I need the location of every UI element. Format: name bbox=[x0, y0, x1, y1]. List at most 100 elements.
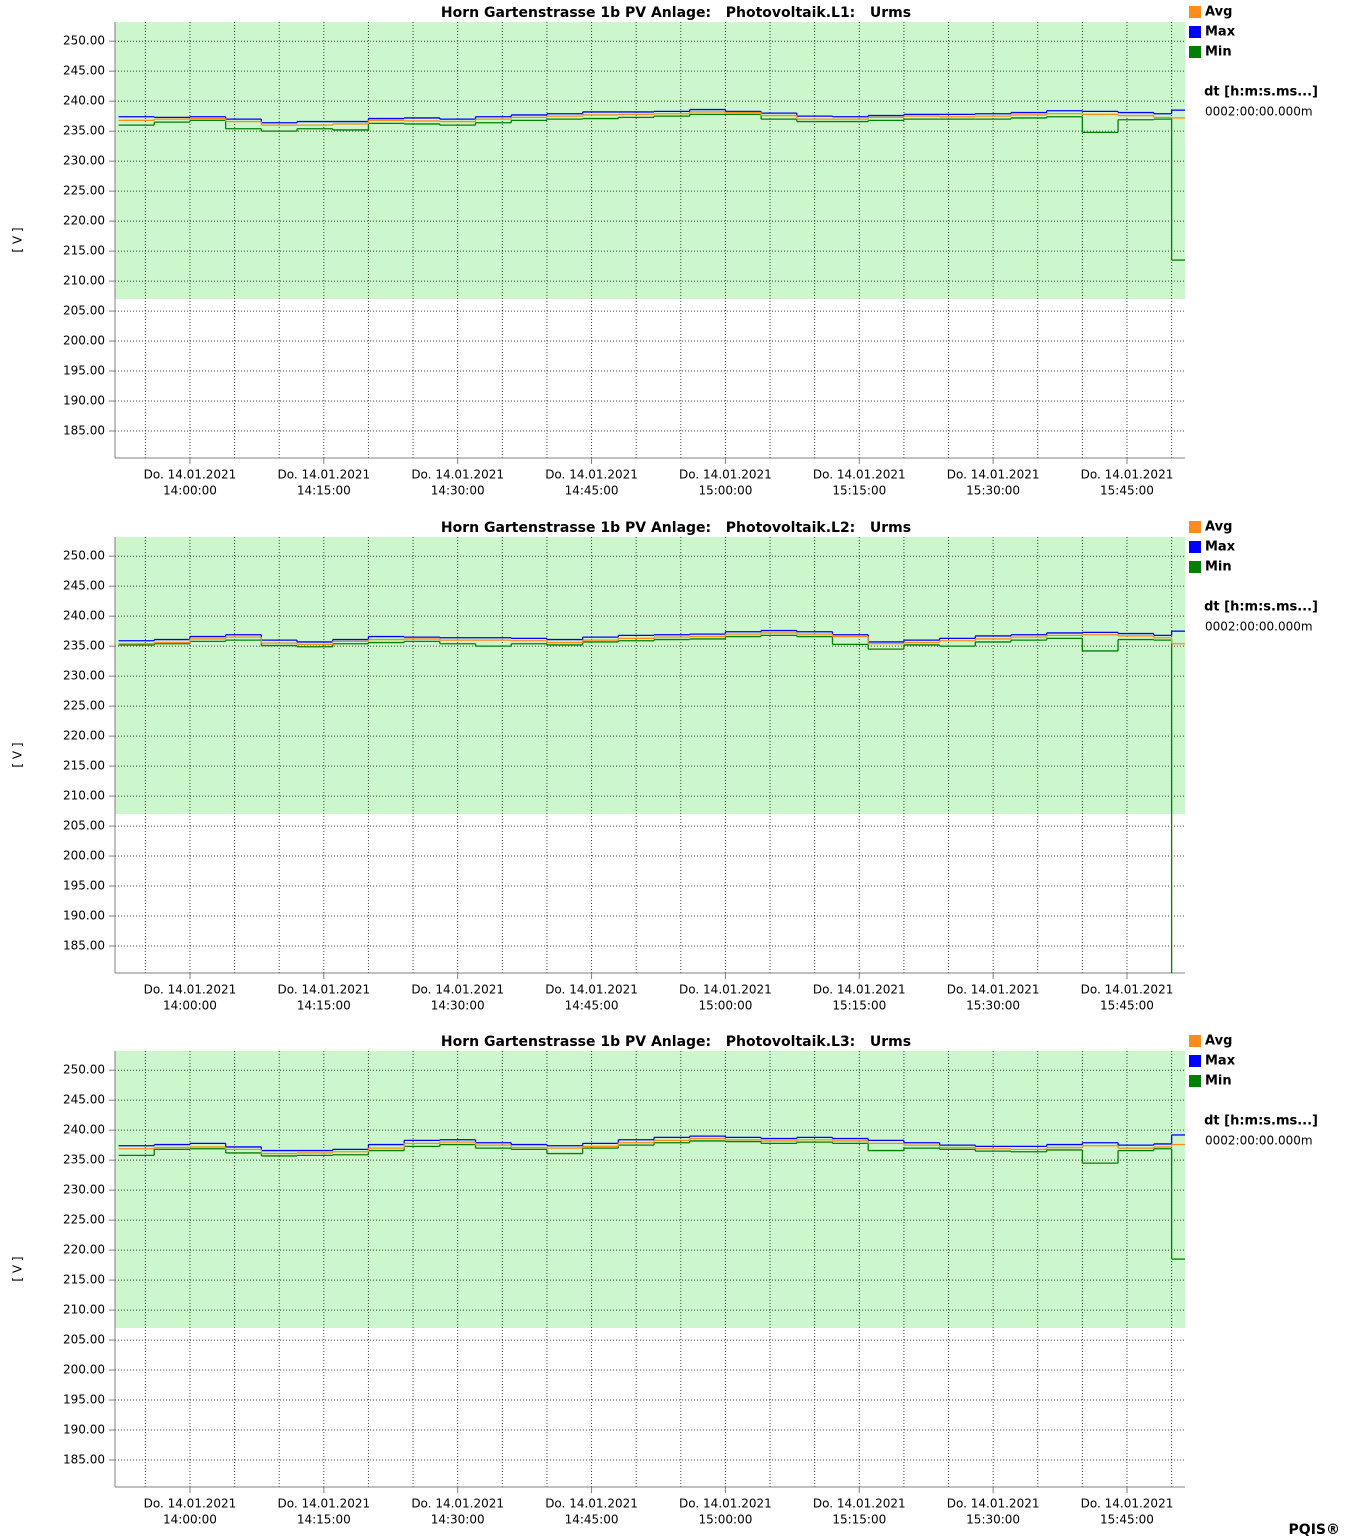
chart-panel: Horn Gartenstrasse 1b PV Anlage: Photovo… bbox=[11, 1034, 1319, 1527]
x-tick-label: Do. 14.01.2021 bbox=[277, 1497, 370, 1511]
x-tick-label: 15:45:00 bbox=[1100, 999, 1154, 1013]
x-tick-label: Do. 14.01.2021 bbox=[679, 468, 772, 482]
legend-label: Avg bbox=[1205, 520, 1232, 535]
y-tick-label: 240.00 bbox=[63, 609, 105, 623]
x-tick-label: 14:45:00 bbox=[565, 484, 619, 498]
x-tick-label: Do. 14.01.2021 bbox=[947, 1497, 1040, 1511]
legend-label: Max bbox=[1205, 540, 1236, 555]
legend-label: Min bbox=[1205, 45, 1232, 60]
legend-swatch bbox=[1189, 6, 1201, 18]
x-tick-label: Do. 14.01.2021 bbox=[813, 983, 906, 997]
x-tick-label: 15:15:00 bbox=[832, 1513, 886, 1527]
y-tick-label: 225.00 bbox=[63, 184, 105, 198]
x-tick-label: 15:45:00 bbox=[1100, 484, 1154, 498]
legend-label: Max bbox=[1205, 1054, 1236, 1069]
chart-title: Horn Gartenstrasse 1b PV Anlage: Photovo… bbox=[441, 1034, 911, 1050]
y-tick-label: 220.00 bbox=[63, 1243, 105, 1257]
y-tick-label: 215.00 bbox=[63, 759, 105, 773]
x-tick-label: 15:15:00 bbox=[832, 484, 886, 498]
y-tick-label: 245.00 bbox=[63, 579, 105, 593]
limit-band bbox=[115, 537, 1185, 815]
y-tick-label: 205.00 bbox=[63, 819, 105, 833]
y-axis-label: [ V ] bbox=[11, 742, 25, 767]
chart-panel: Horn Gartenstrasse 1b PV Anlage: Photovo… bbox=[11, 5, 1319, 498]
x-tick-label: 14:15:00 bbox=[297, 484, 351, 498]
x-tick-label: Do. 14.01.2021 bbox=[1081, 983, 1174, 997]
interval-value: 0002:00:00.000m bbox=[1205, 1134, 1313, 1148]
y-tick-label: 250.00 bbox=[63, 549, 105, 563]
y-tick-label: 190.00 bbox=[63, 1423, 105, 1437]
y-tick-label: 230.00 bbox=[63, 669, 105, 683]
x-tick-label: 15:00:00 bbox=[698, 1513, 752, 1527]
x-tick-label: Do. 14.01.2021 bbox=[947, 468, 1040, 482]
y-axis-label: [ V ] bbox=[11, 1256, 25, 1281]
x-tick-label: Do. 14.01.2021 bbox=[545, 468, 638, 482]
interval-value: 0002:00:00.000m bbox=[1205, 105, 1313, 119]
legend-swatch bbox=[1189, 1055, 1201, 1067]
legend-swatch bbox=[1189, 1075, 1201, 1087]
legend-swatch bbox=[1189, 521, 1201, 533]
legend-swatch bbox=[1189, 1035, 1201, 1047]
y-tick-label: 245.00 bbox=[63, 1093, 105, 1107]
x-tick-label: Do. 14.01.2021 bbox=[277, 983, 370, 997]
x-tick-label: 15:30:00 bbox=[966, 999, 1020, 1013]
y-tick-label: 245.00 bbox=[63, 64, 105, 78]
y-tick-label: 200.00 bbox=[63, 334, 105, 348]
y-axis-label: [ V ] bbox=[11, 227, 25, 252]
legend-swatch bbox=[1189, 541, 1201, 553]
x-tick-label: 15:15:00 bbox=[832, 999, 886, 1013]
x-tick-label: Do. 14.01.2021 bbox=[411, 468, 504, 482]
y-tick-label: 200.00 bbox=[63, 1363, 105, 1377]
interval-label: dt [h:m:s.ms...] bbox=[1204, 85, 1318, 100]
y-tick-label: 220.00 bbox=[63, 214, 105, 228]
y-tick-label: 205.00 bbox=[63, 304, 105, 318]
x-tick-label: 14:45:00 bbox=[565, 1513, 619, 1527]
y-tick-label: 250.00 bbox=[63, 34, 105, 48]
x-tick-label: Do. 14.01.2021 bbox=[277, 468, 370, 482]
y-tick-label: 240.00 bbox=[63, 1123, 105, 1137]
legend-label: Min bbox=[1205, 1074, 1232, 1089]
y-tick-label: 195.00 bbox=[63, 879, 105, 893]
chart-panel: Horn Gartenstrasse 1b PV Anlage: Photovo… bbox=[11, 520, 1319, 1013]
x-tick-label: Do. 14.01.2021 bbox=[144, 468, 237, 482]
legend-label: Max bbox=[1205, 25, 1236, 40]
interval-label: dt [h:m:s.ms...] bbox=[1204, 600, 1318, 615]
y-tick-label: 235.00 bbox=[63, 124, 105, 138]
x-tick-label: 14:00:00 bbox=[163, 999, 217, 1013]
x-tick-label: Do. 14.01.2021 bbox=[947, 983, 1040, 997]
x-tick-label: 14:15:00 bbox=[297, 1513, 351, 1527]
x-tick-label: Do. 14.01.2021 bbox=[679, 983, 772, 997]
x-tick-label: 15:30:00 bbox=[966, 1513, 1020, 1527]
x-tick-label: 14:30:00 bbox=[431, 999, 485, 1013]
y-tick-label: 235.00 bbox=[63, 1153, 105, 1167]
series-layer bbox=[118, 629, 1185, 973]
legend-swatch bbox=[1189, 46, 1201, 58]
x-tick-label: Do. 14.01.2021 bbox=[411, 983, 504, 997]
y-tick-label: 200.00 bbox=[63, 849, 105, 863]
y-tick-label: 195.00 bbox=[63, 1393, 105, 1407]
x-tick-label: 15:45:00 bbox=[1100, 1513, 1154, 1527]
legend-label: Avg bbox=[1205, 1034, 1232, 1049]
y-tick-label: 205.00 bbox=[63, 1333, 105, 1347]
y-tick-label: 210.00 bbox=[63, 1303, 105, 1317]
limit-band bbox=[115, 1051, 1185, 1329]
legend-label: Min bbox=[1205, 560, 1232, 575]
legend-label: Avg bbox=[1205, 5, 1232, 20]
y-tick-label: 185.00 bbox=[63, 1453, 105, 1467]
y-tick-label: 225.00 bbox=[63, 699, 105, 713]
series-layer bbox=[118, 108, 1185, 261]
y-tick-label: 190.00 bbox=[63, 909, 105, 923]
footer-brand: PQIS® bbox=[1289, 1522, 1340, 1538]
y-tick-label: 240.00 bbox=[63, 94, 105, 108]
x-tick-label: 14:15:00 bbox=[297, 999, 351, 1013]
x-tick-label: Do. 14.01.2021 bbox=[545, 983, 638, 997]
chart-title: Horn Gartenstrasse 1b PV Anlage: Photovo… bbox=[441, 5, 911, 21]
y-tick-label: 215.00 bbox=[63, 244, 105, 258]
y-tick-label: 235.00 bbox=[63, 639, 105, 653]
x-tick-label: 14:30:00 bbox=[431, 484, 485, 498]
x-tick-label: 14:00:00 bbox=[163, 484, 217, 498]
x-tick-label: Do. 14.01.2021 bbox=[813, 468, 906, 482]
x-tick-label: Do. 14.01.2021 bbox=[679, 1497, 772, 1511]
y-tick-label: 230.00 bbox=[63, 154, 105, 168]
